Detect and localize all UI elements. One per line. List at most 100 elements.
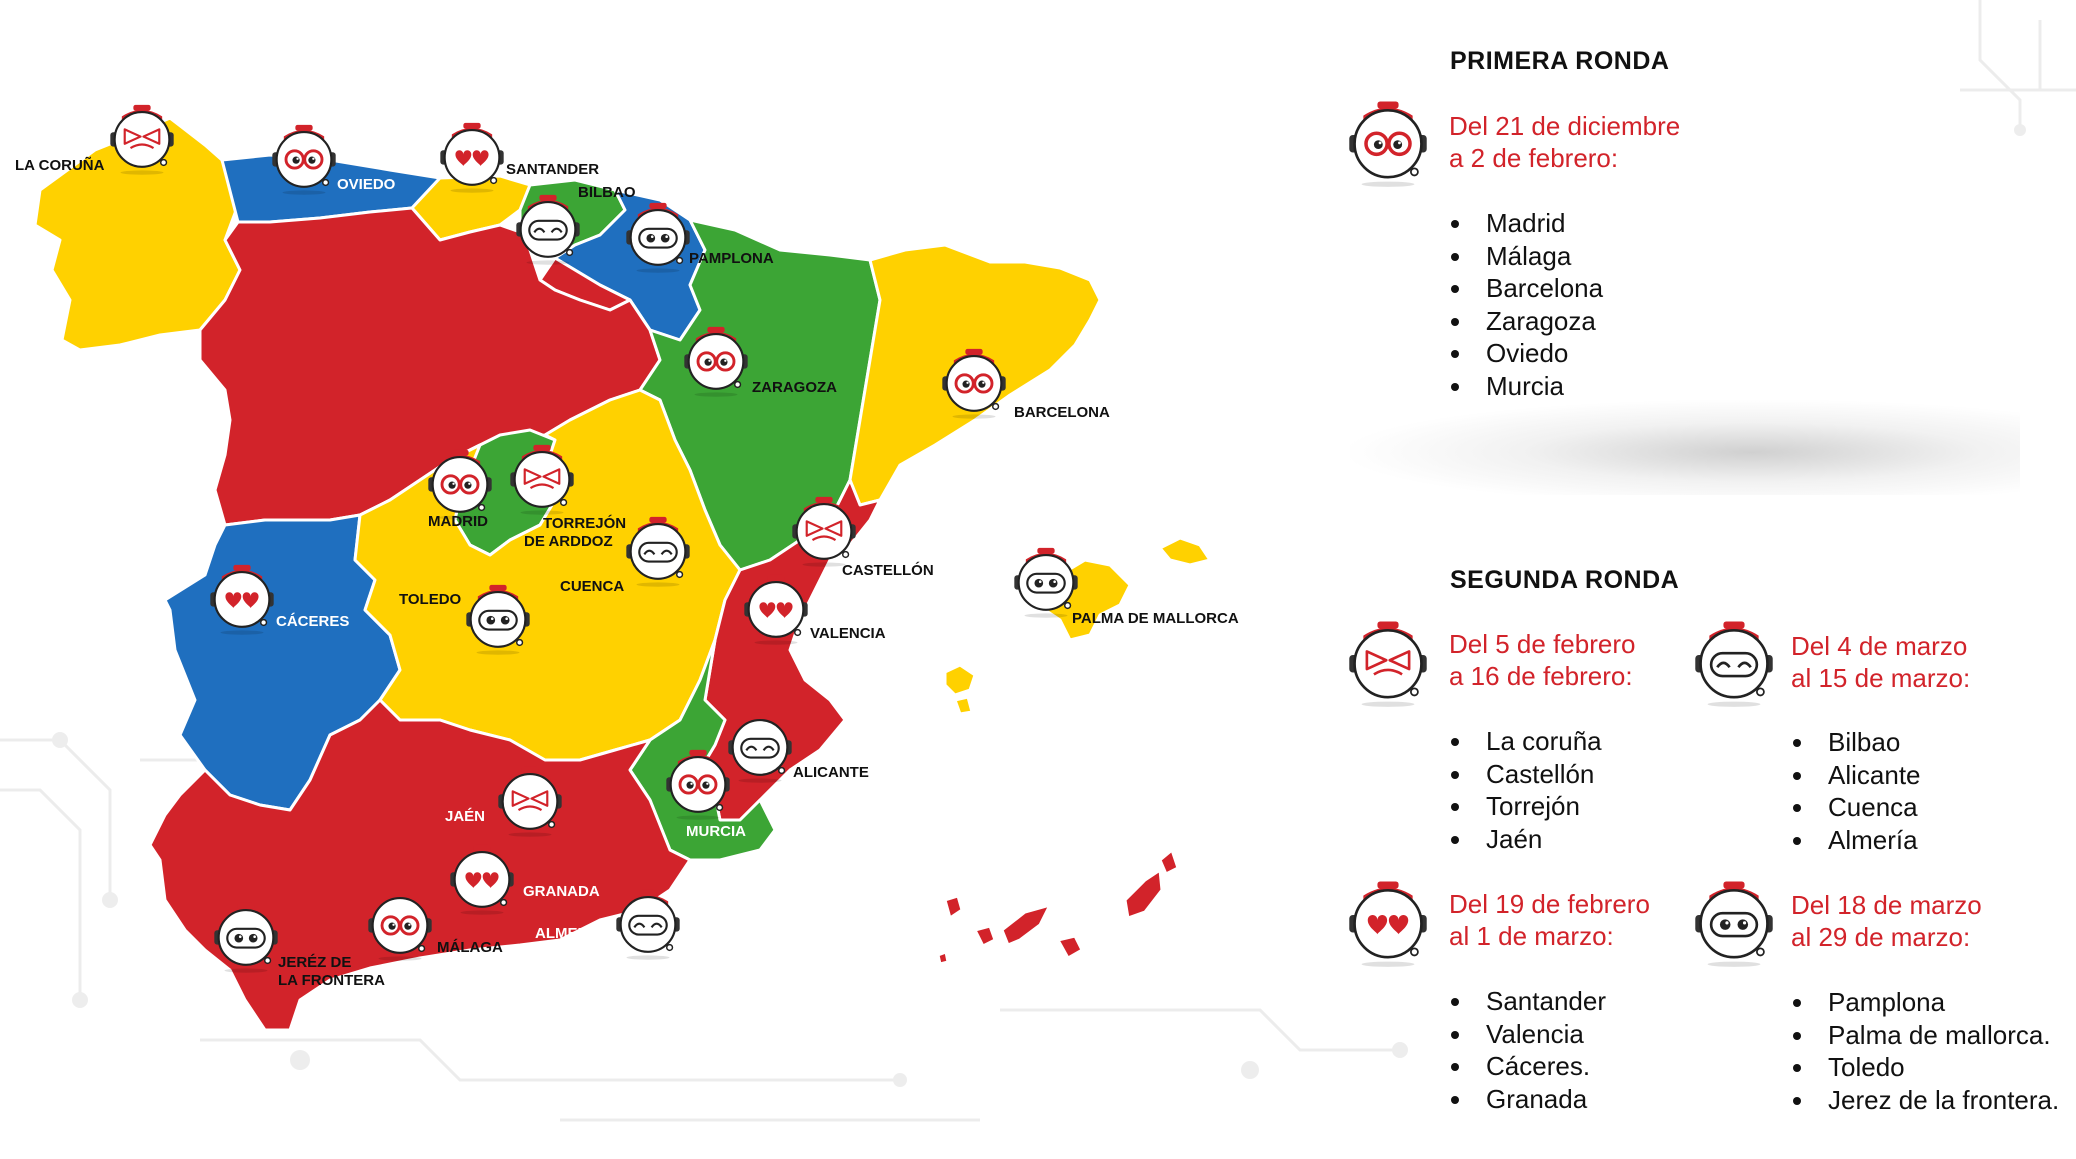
- date-line-1: Del 5 de febrero: [1449, 629, 1636, 659]
- barcelona-marker[interactable]: [938, 344, 1010, 420]
- city-label-jerez-1: JERÉZ DE: [278, 954, 352, 971]
- list-item: Barcelona: [1449, 272, 1603, 305]
- region-canarias-1: [943, 894, 964, 920]
- city-label-caceres: CÁCERES: [276, 613, 350, 630]
- jerez-marker[interactable]: [210, 898, 282, 974]
- date-line-2: al 29 de marzo:: [1791, 922, 1971, 952]
- segunda-group2-city-list: Bilbao Alicante Cuenca Almería: [1791, 726, 1921, 856]
- region-canarias-5: [1123, 868, 1164, 920]
- granada-marker[interactable]: [446, 840, 518, 916]
- jaen-marker[interactable]: [494, 762, 566, 838]
- region-canarias-7: [936, 950, 950, 966]
- valencia-marker[interactable]: [740, 570, 812, 646]
- list-item: Murcia: [1449, 370, 1603, 403]
- list-item: Bilbao: [1791, 726, 1921, 759]
- list-item: Valencia: [1449, 1018, 1606, 1051]
- malaga-marker[interactable]: [364, 886, 436, 962]
- toledo-marker[interactable]: [462, 580, 534, 656]
- section-divider-shadow: [1350, 400, 2020, 495]
- segunda-group3-city-list: Santander Valencia Cáceres. Granada: [1449, 985, 1606, 1115]
- caceres-marker[interactable]: [206, 560, 278, 636]
- list-item: Zaragoza: [1449, 305, 1603, 338]
- segunda-legend-happy-icon: [1690, 616, 1778, 708]
- city-label-torrejon-1: TORREJÓN: [543, 515, 627, 532]
- region-canarias-2: [973, 924, 997, 948]
- list-item: Madrid: [1449, 207, 1603, 240]
- list-item: Cáceres.: [1449, 1050, 1606, 1083]
- list-item: Málaga: [1449, 240, 1603, 273]
- region-canarias-6: [1158, 848, 1180, 876]
- segunda-legend-neutral-icon: [1690, 876, 1778, 968]
- list-item: Palma de mallorca.: [1791, 1019, 2059, 1052]
- city-label-granada: GRANADA: [523, 883, 600, 900]
- city-label-castellon: CASTELLÓN: [842, 562, 934, 579]
- city-label-pamplona: PAMPLONA: [689, 250, 774, 267]
- region-canarias-3: [1000, 903, 1052, 947]
- primera-ronda-title: PRIMERA RONDA: [1450, 47, 1670, 75]
- city-label-almeria: ALMERÍA: [535, 925, 604, 942]
- torrejon-marker[interactable]: [506, 440, 578, 516]
- city-label-barcelona: BARCELONA: [1014, 404, 1110, 421]
- city-label-jaen: JAÉN: [445, 808, 486, 825]
- list-item: Alicante: [1791, 759, 1921, 792]
- segunda-group1-city-list: La coruña Castellón Torrejón Jaén: [1449, 725, 1602, 855]
- segunda-group3-date: Del 19 de febrero al 1 de marzo:: [1449, 888, 1650, 952]
- city-label-madrid: MADRID: [428, 513, 488, 530]
- region-andalucia: [148, 698, 692, 1032]
- madrid-marker[interactable]: [424, 445, 496, 521]
- cuenca-marker[interactable]: [622, 512, 694, 588]
- segunda-group2-date: Del 4 de marzo al 15 de marzo:: [1791, 630, 1970, 694]
- almeria-marker[interactable]: [612, 885, 684, 961]
- date-line-1: Del 4 de marzo: [1791, 631, 1968, 661]
- segunda-group1-date: Del 5 de febrero a 16 de febrero:: [1449, 628, 1635, 692]
- oviedo-marker[interactable]: [268, 120, 340, 196]
- pamplona-marker[interactable]: [622, 198, 694, 274]
- list-item: La coruña: [1449, 725, 1602, 758]
- alicante-marker[interactable]: [724, 708, 796, 784]
- primera-city-list: Madrid Málaga Barcelona Zaragoza Oviedo …: [1449, 207, 1603, 402]
- list-item: Granada: [1449, 1083, 1606, 1116]
- list-item: Castellón: [1449, 758, 1602, 791]
- city-label-palma: PALMA DE MALLORCA: [1072, 610, 1239, 627]
- spain-map: [33, 116, 1212, 1032]
- date-line-2: al 15 de marzo:: [1791, 663, 1971, 693]
- city-label-toledo: TOLEDO: [399, 591, 462, 608]
- city-label-alicante: ALICANTE: [793, 764, 869, 781]
- segunda-ronda-title: SEGUNDA RONDA: [1450, 566, 1680, 594]
- city-label-murcia: MURCIA: [686, 823, 746, 840]
- segunda-group4-city-list: Pamplona Palma de mallorca. Toledo Jerez…: [1791, 986, 2059, 1116]
- list-item: Torrejón: [1449, 790, 1602, 823]
- list-item: Oviedo: [1449, 337, 1603, 370]
- date-line-2: a 16 de febrero:: [1449, 661, 1633, 691]
- murcia-marker[interactable]: [662, 745, 734, 821]
- date-line-2: a 2 de febrero:: [1449, 143, 1619, 173]
- zaragoza-marker[interactable]: [680, 322, 752, 398]
- region-formentera: [953, 695, 974, 716]
- city-label-jerez-2: LA FRONTERA: [278, 972, 385, 989]
- city-label-cuenca: CUENCA: [560, 578, 625, 595]
- primera-date-range: Del 21 de diciembre a 2 de febrero:: [1449, 110, 1680, 174]
- santander-marker[interactable]: [436, 118, 508, 194]
- city-label-malaga: MÁLAGA: [437, 939, 503, 956]
- castellon-marker[interactable]: [788, 492, 860, 568]
- date-line-1: Del 21 de diciembre: [1449, 111, 1681, 141]
- city-label-la-coruna: LA CORUÑA: [15, 157, 105, 174]
- city-label-valencia: VALENCIA: [810, 625, 886, 642]
- city-label-torrejon-2: DE ARDDOZ: [524, 533, 613, 550]
- date-line-2: al 1 de marzo:: [1449, 921, 1614, 951]
- bilbao-marker[interactable]: [512, 190, 584, 266]
- palma-marker[interactable]: [1010, 543, 1082, 619]
- city-label-oviedo: OVIEDO: [337, 176, 396, 193]
- la-coruna-marker[interactable]: [106, 100, 178, 176]
- date-line-1: Del 18 de marzo: [1791, 890, 1982, 920]
- list-item: Jerez de la frontera.: [1791, 1084, 2059, 1117]
- list-item: Cuenca: [1791, 791, 1921, 824]
- city-label-zaragoza: ZARAGOZA: [752, 379, 837, 396]
- list-item: Toledo: [1791, 1051, 2059, 1084]
- segunda-legend-heart-eyes-icon: [1344, 876, 1432, 968]
- list-item: Santander: [1449, 985, 1606, 1018]
- segunda-group4-date: Del 18 de marzo al 29 de marzo:: [1791, 889, 1982, 953]
- segunda-legend-angry-icon: [1344, 616, 1432, 708]
- list-item: Almería: [1791, 824, 1921, 857]
